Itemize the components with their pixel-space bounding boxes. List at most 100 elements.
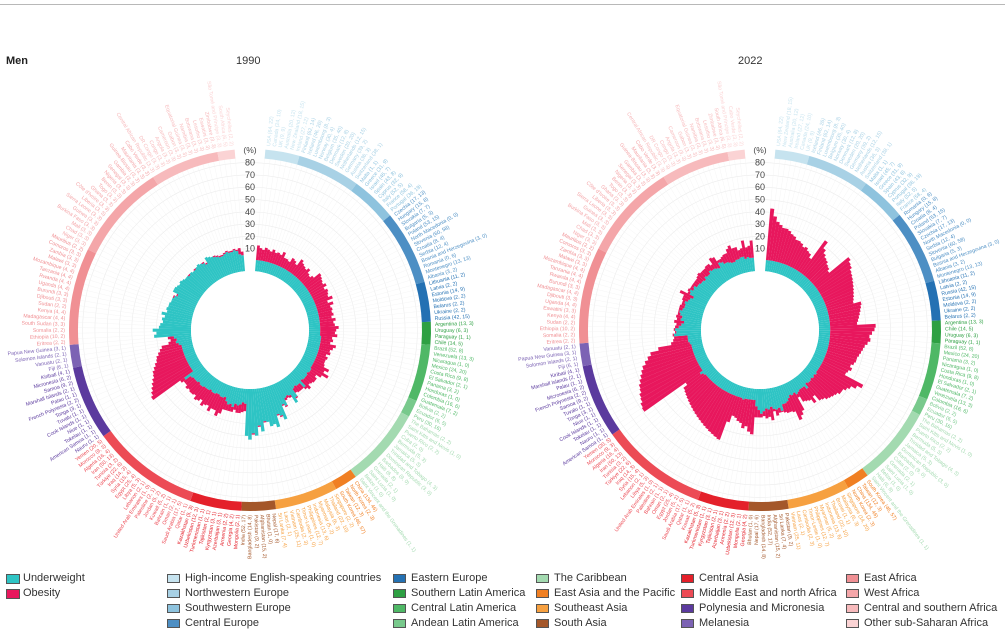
bar-obesity [310,366,329,379]
bar-underweight [715,267,727,283]
country-label: Nicaragua (1, 0) [432,357,470,369]
bar-underweight [308,338,321,343]
bar-obesity [744,247,750,258]
bar-obesity [285,404,289,408]
region-ring-segment [103,430,194,501]
bar-obesity [691,284,695,288]
bar-underweight [300,292,311,301]
legend-label: High-income English-speaking countries [185,572,382,584]
bar-underweight [695,352,707,359]
bar-obesity [310,287,325,297]
bar-underweight [818,334,831,338]
bar-obesity [806,256,827,279]
center-hole [191,271,309,389]
bar-obesity [233,403,237,411]
bar-underweight [303,353,316,361]
grid-spoke [279,172,324,268]
grid-spoke [123,377,200,450]
grid-spoke [288,186,348,274]
country-label: Ethiopia (10, 2) [540,326,575,332]
bar-obesity [294,265,306,278]
bar-underweight [195,266,213,286]
bar-underweight [684,303,705,313]
country-label: Armenia (2, 2) [719,511,731,545]
grid-spoke [318,310,423,323]
bar-underweight [735,259,743,275]
grid-spoke [316,346,419,372]
bar-obesity [281,258,289,269]
bar-obesity [819,272,853,295]
bar-underweight [774,261,780,274]
bar-underweight [806,287,817,296]
bar-underweight [278,268,286,280]
region-ring-segment [415,281,431,323]
bar-underweight [281,270,290,282]
bar-obesity [299,272,310,283]
bar-underweight [210,256,224,279]
bar-obesity [319,317,336,323]
bar-obesity [747,245,752,259]
grid-spoke [115,219,197,287]
legend-swatch [167,574,180,583]
bar-obesity [764,408,769,419]
bar-obesity [815,261,851,289]
bar-underweight [201,374,213,388]
bar-underweight [769,387,776,410]
bar-obesity [639,362,700,398]
bar-obesity [296,268,307,279]
bar-obesity [317,307,333,314]
bar-obesity [722,254,729,263]
region-ring-segment [350,412,409,477]
country-label: Belarus (2, 2) [944,313,976,321]
country-label: Pakistan (9, 2) [783,513,794,547]
legend-label: The Caribbean [554,572,627,584]
bar-obesity [816,265,852,291]
country-label: Paraguay (1, 1) [435,334,471,341]
bar-underweight [725,381,733,393]
bar-underweight [284,273,294,284]
bar-underweight [285,375,296,387]
legend-item-region: Central Europe [167,616,381,631]
bar-underweight [692,347,705,353]
bar-underweight [689,289,710,302]
bar-obesity [694,280,700,286]
bar-underweight [702,365,715,375]
bar-obesity [808,259,828,281]
legend-swatch [846,574,859,583]
bars [638,208,876,440]
bar-underweight [196,370,209,383]
bar-underweight [291,280,302,290]
bar-underweight [812,356,824,363]
top-rule [0,4,1005,5]
grid-spoke [298,207,374,282]
grid-spoke [291,384,357,468]
grid-spoke [592,282,694,312]
bar-obesity [292,387,298,394]
tick-label: 10 [245,244,255,254]
bar-obesity [765,208,775,261]
bar-obesity [168,340,177,345]
bar-underweight [799,372,810,384]
bar-underweight [226,386,235,405]
bar-obesity [312,291,329,301]
region-ring-segment [931,320,941,344]
bar-underweight [276,267,284,279]
legend-column: Central Asia Middle East and north Africa… [681,571,837,631]
bar-obesity [796,393,800,398]
bar-underweight [250,388,255,434]
bar-obesity [152,357,187,375]
grid-spoke [619,228,705,290]
bar-underweight [225,251,234,274]
bar-obesity [293,385,301,393]
bar-underweight [705,367,716,376]
bar-underweight [783,383,791,396]
bar-obesity [257,425,261,427]
bar-obesity [812,376,835,397]
bar-obesity [812,270,830,286]
bar-underweight [816,345,828,351]
grid-spoke [318,337,423,351]
grid-spoke [589,298,693,318]
bar-obesity [191,383,202,395]
bar-obesity [829,335,871,342]
country-label: Sri Lanka (7, 4) [777,514,787,550]
